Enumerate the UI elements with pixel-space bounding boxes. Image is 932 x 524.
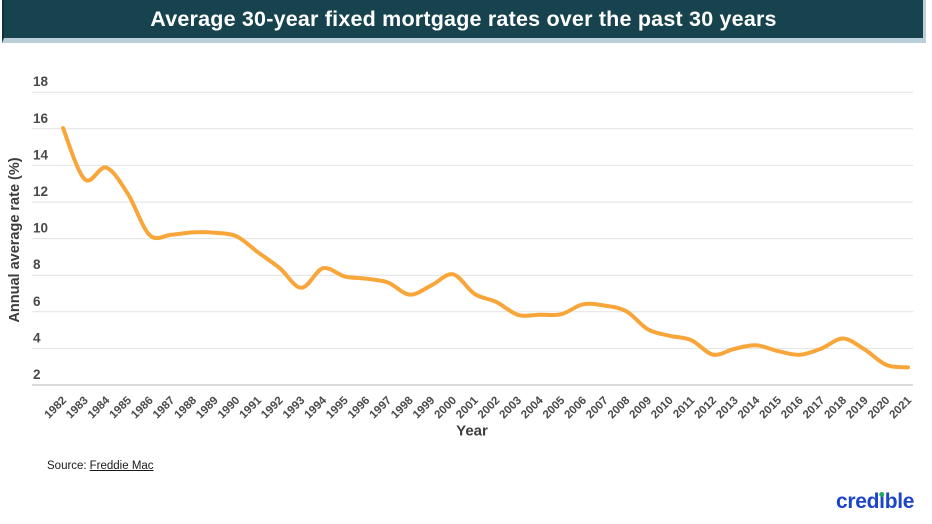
x-tick-label: 1984 — [86, 394, 113, 421]
chart-title-bar: Average 30-year fixed mortgage rates ove… — [2, 0, 926, 43]
x-tick-label: 2018 — [823, 394, 850, 421]
y-tick-label: 2 — [33, 367, 41, 382]
x-tick-label: 1991 — [238, 394, 265, 421]
y-tick-label: 16 — [33, 111, 49, 126]
logo-text-suffix: ble — [884, 490, 915, 513]
y-axis-title: Annual average rate (%) — [7, 157, 23, 323]
credible-logo: credible — [836, 490, 914, 514]
x-tick-label: 2002 — [476, 395, 503, 422]
y-tick-label: 6 — [33, 294, 41, 309]
y-tick-label: 14 — [33, 147, 49, 162]
y-tick-label: 8 — [33, 257, 41, 272]
x-tick-label: 1993 — [281, 395, 308, 422]
x-tick-label: 2019 — [844, 395, 871, 422]
x-tick-label: 1982 — [43, 395, 70, 422]
x-tick-label: 2015 — [758, 394, 785, 421]
x-tick-label: 2003 — [498, 395, 525, 422]
x-tick-label: 2004 — [519, 394, 546, 421]
y-tick-label: 18 — [33, 74, 49, 89]
x-tick-label: 2017 — [801, 395, 828, 422]
chart-title: Average 30-year fixed mortgage rates ove… — [150, 6, 777, 31]
x-tick-label: 2009 — [628, 395, 655, 422]
x-tick-label: 1985 — [108, 394, 135, 421]
x-tick-label: 2001 — [454, 394, 481, 421]
y-tick-label: 4 — [33, 330, 41, 345]
x-tick-label: 1989 — [194, 395, 221, 422]
x-tick-label: 2021 — [888, 394, 915, 421]
mortgage-rate-line — [61, 126, 910, 370]
x-axis-title: Year — [456, 422, 488, 440]
x-tick-label: 1995 — [324, 394, 351, 421]
x-tick-label: 1998 — [389, 394, 416, 421]
x-tick-label: 1983 — [64, 395, 91, 422]
logo-letter-i-green-dot: i — [879, 490, 885, 513]
x-tick-label: 2005 — [541, 394, 568, 421]
x-tick-label: 1999 — [411, 395, 438, 422]
freddie-mac-link[interactable]: Freddie Mac — [89, 460, 154, 472]
x-tick-label: 2013 — [714, 395, 741, 422]
y-tick-label: 12 — [33, 184, 48, 199]
y-tick-label: 10 — [33, 221, 48, 236]
x-tick-label: 1994 — [303, 394, 330, 421]
x-tick-label: 2010 — [649, 395, 676, 422]
x-tick-label: 1986 — [129, 395, 156, 422]
x-tick-label: 2006 — [563, 395, 590, 422]
x-tick-label: 2007 — [584, 395, 611, 422]
x-tick-label: 2016 — [779, 395, 806, 422]
x-tick-label: 2020 — [866, 395, 893, 422]
x-tick-label: 1987 — [151, 395, 178, 422]
x-tick-label: 2014 — [736, 394, 763, 421]
logo-text-prefix: cred — [836, 490, 880, 513]
x-tick-label: 2011 — [671, 394, 698, 421]
source-label: Source: — [47, 460, 87, 472]
x-tick-label: 2008 — [606, 394, 633, 421]
source-line: Source: Freddie Mac — [47, 460, 154, 472]
x-tick-label: 1996 — [346, 395, 373, 422]
x-tick-label: 1990 — [216, 395, 243, 422]
x-tick-label: 2012 — [693, 395, 720, 422]
x-tick-label: 1988 — [173, 394, 200, 421]
x-tick-label: 2000 — [433, 395, 460, 422]
x-tick-label: 1992 — [259, 395, 286, 422]
x-tick-label: 1997 — [368, 395, 395, 422]
